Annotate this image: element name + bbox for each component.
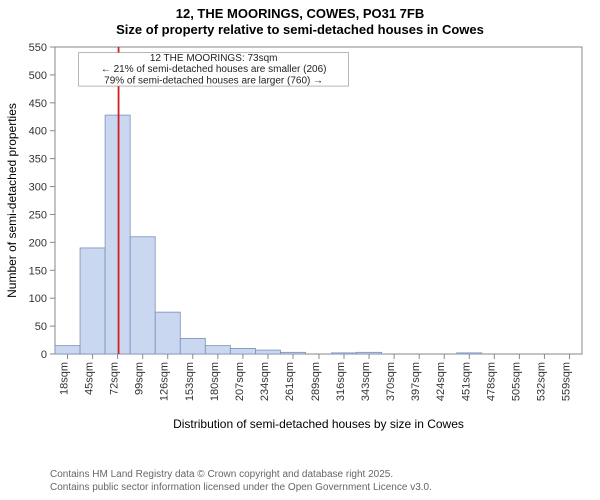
xtick-label: 234sqm (259, 362, 271, 401)
histogram-bar (130, 236, 155, 353)
xtick-label: 397sqm (410, 362, 422, 401)
histogram-bar (105, 115, 130, 354)
histogram-bar (80, 247, 105, 353)
xtick-label: 180sqm (209, 362, 221, 401)
ytick-label: 0 (41, 349, 47, 361)
xtick-label: 289sqm (310, 362, 322, 401)
histogram-bar (255, 350, 280, 354)
xtick-label: 559sqm (560, 362, 572, 401)
histogram-bar (205, 345, 230, 353)
histogram-bar (180, 338, 205, 354)
histogram-bar (357, 352, 382, 354)
ytick-label: 450 (29, 97, 47, 109)
footer-line2: Contains public sector information licen… (50, 482, 432, 495)
xtick-label: 207sqm (234, 362, 246, 401)
histogram-bar (55, 345, 80, 353)
xtick-label: 451sqm (460, 362, 472, 401)
y-axis-label: Number of semi-detached properties (5, 103, 19, 298)
title-line1: 12, THE MOORINGS, COWES, PO31 7FB (0, 6, 600, 22)
xtick-label: 424sqm (435, 362, 447, 401)
histogram-bar (230, 348, 255, 354)
annotation-text: 79% of semi-detached houses are larger (… (104, 75, 323, 86)
xtick-label: 45sqm (84, 362, 96, 395)
ytick-label: 350 (29, 153, 47, 165)
annotation-text: ← 21% of semi-detached houses are smalle… (101, 64, 327, 75)
xtick-label: 153sqm (184, 362, 196, 401)
ytick-label: 300 (29, 181, 47, 193)
histogram-bar (331, 352, 356, 353)
title-line2: Size of property relative to semi-detach… (0, 22, 600, 38)
ytick-label: 250 (29, 209, 47, 221)
footer-line1: Contains HM Land Registry data © Crown c… (50, 469, 432, 482)
x-axis-label: Distribution of semi-detached houses by … (173, 417, 464, 431)
xtick-label: 370sqm (385, 362, 397, 401)
xtick-label: 478sqm (485, 362, 497, 401)
ytick-label: 550 (29, 42, 47, 54)
xtick-label: 261sqm (284, 362, 296, 401)
xtick-label: 343sqm (360, 362, 372, 401)
ytick-label: 500 (29, 69, 47, 81)
xtick-label: 18sqm (59, 362, 71, 395)
annotation-text: 12 THE MOORINGS: 73sqm (150, 52, 278, 63)
ytick-label: 200 (29, 237, 47, 249)
xtick-label: 126sqm (159, 362, 171, 401)
xtick-label: 316sqm (335, 362, 347, 401)
ytick-label: 100 (29, 293, 47, 305)
xtick-label: 532sqm (535, 362, 547, 401)
xtick-label: 99sqm (134, 362, 146, 395)
xtick-label: 72sqm (109, 362, 121, 395)
histogram-bar (280, 352, 305, 354)
histogram-bar (457, 352, 482, 353)
ytick-label: 150 (29, 265, 47, 277)
histogram-bar (155, 312, 180, 354)
ytick-label: 50 (35, 321, 47, 333)
xtick-label: 505sqm (510, 362, 522, 401)
histogram-chart: 0 50 100 150 200 250 300 350 400 450 500 550 18sqm 45… (0, 39, 600, 434)
ytick-label: 400 (29, 125, 47, 137)
